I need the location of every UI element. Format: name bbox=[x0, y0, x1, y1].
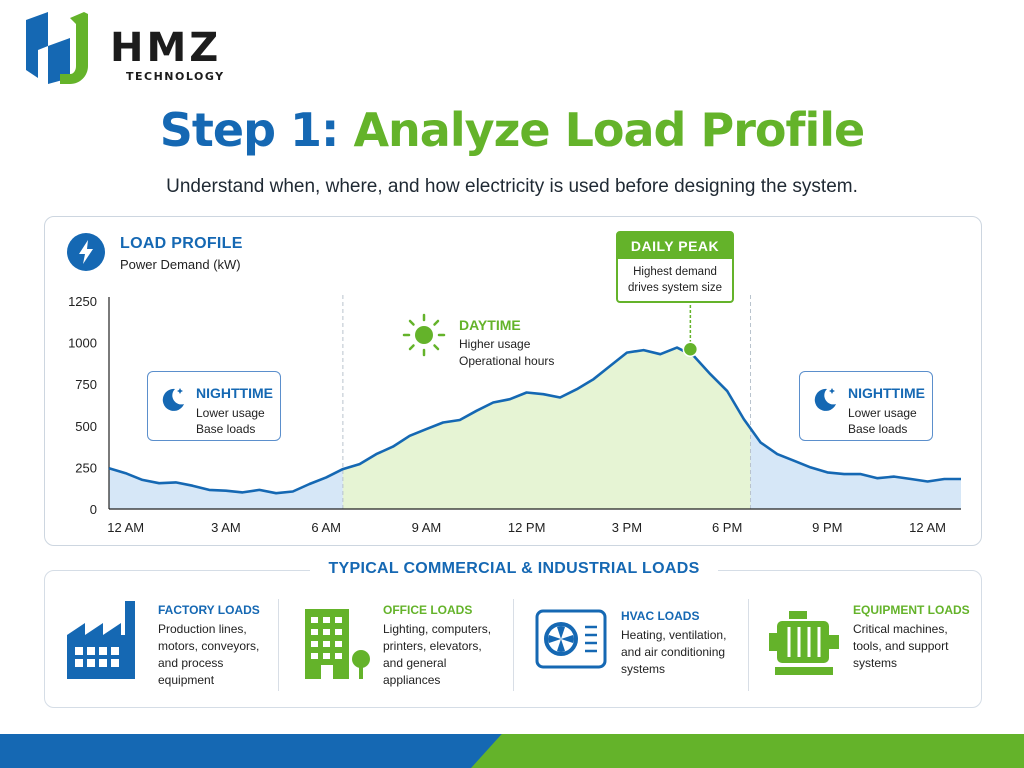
daytime-line-1: Higher usage bbox=[459, 337, 531, 351]
load-card-hvac: HVAC LOADS Heating, ventilation, and air… bbox=[533, 593, 748, 697]
load-card-factory: FACTORY LOADS Production lines, motors, … bbox=[63, 593, 278, 697]
y-tick-label: 250 bbox=[75, 460, 97, 475]
title-step: Step 1: bbox=[159, 103, 340, 157]
lightning-icon bbox=[67, 233, 105, 271]
region-fill-nighttime-0 bbox=[109, 468, 343, 509]
load-profile-chart: 0 250 500 750 1000 1250 12 AM 3 AM 6 AM 9 AM 12 PM… bbox=[68, 294, 961, 535]
page-title: Step 1: Analyze Load Profile bbox=[0, 102, 1024, 158]
load-profile-title: LOAD PROFILE bbox=[120, 235, 243, 252]
loads-section-title-text: TYPICAL COMMERCIAL & INDUSTRIAL LOADS bbox=[310, 560, 718, 578]
x-tick-label: 6 PM bbox=[712, 520, 742, 535]
load-profile-subtitle: Power Demand (kW) bbox=[120, 257, 241, 272]
equipment-loads-text: Critical machines, tools, and support sy… bbox=[853, 622, 949, 670]
brand-tagline: TECHNOLOGY bbox=[126, 70, 225, 83]
y-tick-label: 750 bbox=[75, 377, 97, 392]
brand-logo: HMZ TECHNOLOGY bbox=[18, 8, 238, 88]
office-loads-title: OFFICE LOADS bbox=[383, 603, 473, 617]
daily-peak-title: DAILY PEAK bbox=[618, 233, 732, 259]
load-card-equipment: EQUIPMENT LOADS Critical machines, tools… bbox=[767, 593, 977, 697]
title-topic: Analyze Load Profile bbox=[353, 103, 865, 157]
nighttime-left-line-1: Lower usage bbox=[196, 406, 265, 420]
daytime-text: Higher usage Operational hours bbox=[459, 336, 554, 370]
x-tick-label: 6 AM bbox=[311, 520, 341, 535]
nighttime-title-right: NIGHTTIME bbox=[848, 385, 925, 401]
nighttime-text-left: Lower usage Base loads bbox=[196, 405, 265, 437]
daytime-label: DAYTIME Higher usage Operational hours bbox=[397, 311, 617, 371]
factory-icon bbox=[67, 601, 135, 679]
office-loads-text: Lighting, computers, printers, elevators… bbox=[383, 622, 492, 687]
nighttime-text-right: Lower usage Base loads bbox=[848, 405, 917, 437]
nighttime-left-line-2: Base loads bbox=[196, 422, 256, 436]
load-card-office: OFFICE LOADS Lighting, computers, printe… bbox=[299, 593, 514, 697]
moon-icon bbox=[162, 388, 184, 411]
divider bbox=[278, 599, 279, 691]
daily-peak-text: Highest demand drives system size bbox=[628, 266, 722, 294]
x-tick-label: 12 PM bbox=[508, 520, 546, 535]
daily-peak-callout: DAILY PEAK Highest demand drives system … bbox=[616, 231, 734, 303]
nighttime-right-line-1: Lower usage bbox=[848, 406, 917, 420]
region-fill-nighttime-2 bbox=[750, 428, 961, 509]
equipment-loads-title: EQUIPMENT LOADS bbox=[853, 603, 970, 617]
hvac-loads-title: HVAC LOADS bbox=[621, 609, 700, 623]
x-tick-label: 12 AM bbox=[909, 520, 946, 535]
x-tick-label: 9 AM bbox=[412, 520, 442, 535]
nighttime-callout-left: NIGHTTIME Lower usage Base loads bbox=[147, 371, 281, 441]
loads-section-title: TYPICAL COMMERCIAL & INDUSTRIAL LOADS bbox=[45, 560, 983, 578]
y-tick-label: 1250 bbox=[68, 294, 97, 309]
x-tick-label: 9 PM bbox=[812, 520, 842, 535]
divider bbox=[748, 599, 749, 691]
y-tick-label: 1000 bbox=[68, 336, 97, 351]
nighttime-title-left: NIGHTTIME bbox=[196, 385, 273, 401]
hmz-logo-mark-icon bbox=[26, 12, 88, 84]
footer-band-green bbox=[471, 734, 1024, 768]
hvac-loads-text: Heating, ventilation, and air conditioni… bbox=[621, 628, 727, 676]
motor-equipment-icon bbox=[769, 611, 839, 675]
office-building-icon bbox=[305, 609, 370, 679]
nighttime-callout-right: NIGHTTIME Lower usage Base loads bbox=[799, 371, 933, 441]
moon-icon bbox=[814, 388, 836, 411]
x-tick-label: 3 PM bbox=[612, 520, 642, 535]
peak-marker bbox=[682, 341, 699, 358]
divider bbox=[513, 599, 514, 691]
load-series-line bbox=[108, 346, 961, 495]
x-tick-label: 12 AM bbox=[107, 520, 144, 535]
sun-icon bbox=[402, 313, 446, 357]
page-subtitle: Understand when, where, and how electric… bbox=[166, 176, 858, 197]
y-tick-label: 0 bbox=[90, 502, 97, 517]
nighttime-right-line-2: Base loads bbox=[848, 422, 908, 436]
factory-loads-text: Production lines, motors, conveyors, and… bbox=[158, 622, 260, 687]
hvac-unit-icon bbox=[535, 609, 607, 669]
x-tick-label: 3 AM bbox=[211, 520, 241, 535]
load-profile-panel: 0 250 500 750 1000 1250 12 AM 3 AM 6 AM 9 AM 12 PM… bbox=[44, 216, 982, 546]
daytime-line-2: Operational hours bbox=[459, 354, 555, 368]
factory-loads-title: FACTORY LOADS bbox=[158, 603, 260, 617]
daytime-title: DAYTIME bbox=[459, 317, 521, 333]
region-fill-daytime-1 bbox=[342, 347, 751, 509]
y-tick-label: 500 bbox=[75, 419, 97, 434]
typical-loads-panel: TYPICAL COMMERCIAL & INDUSTRIAL LOADS FA… bbox=[44, 560, 982, 708]
brand-name: HMZ bbox=[110, 25, 222, 71]
